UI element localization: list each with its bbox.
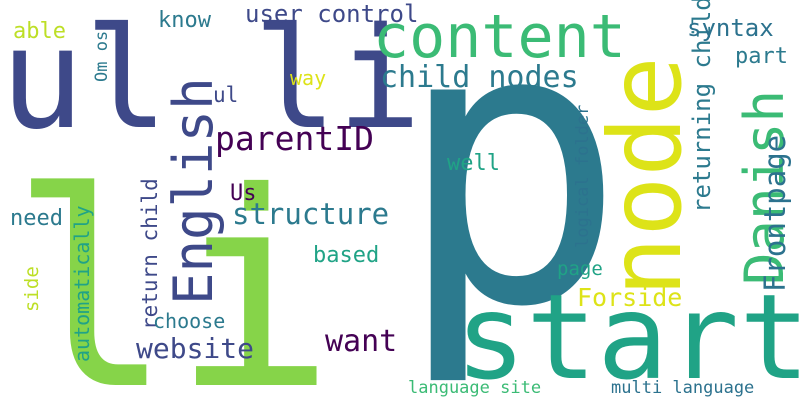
word-english: English <box>162 77 225 305</box>
word-parentid: parentID <box>215 119 374 158</box>
word-child-nodes: child nodes <box>380 60 579 95</box>
word-able: able <box>13 19 66 44</box>
word-page: page <box>557 258 603 280</box>
word-ul-li: ul li <box>0 0 421 161</box>
word-frontpage: Frontpage <box>758 135 792 292</box>
word-website: website <box>136 332 254 365</box>
word-li: li <box>10 134 335 400</box>
word-side: side <box>21 266 43 312</box>
word-return-child: return child <box>138 178 162 330</box>
word-returning-child: returning child <box>688 0 716 213</box>
word-forside: Forside <box>577 283 682 312</box>
word-based: based <box>313 243 379 268</box>
word-us: Us <box>230 181 257 206</box>
word-language-site: language site <box>408 378 541 398</box>
word-automatically: automatically <box>70 205 94 362</box>
word-start: start <box>455 268 800 400</box>
word-structure: structure <box>232 197 389 231</box>
word-want: want <box>325 324 397 359</box>
word-danish: Danish <box>733 90 796 285</box>
word-logical-folder: logical folder <box>573 105 593 248</box>
word-choose: choose <box>153 309 225 333</box>
word-multi-language: multi language <box>611 378 754 398</box>
word-way: way <box>290 66 326 90</box>
word-user-control: user control <box>245 0 418 28</box>
word-om-os: Om os <box>92 31 112 82</box>
word-part: part <box>735 44 788 69</box>
word-well: well <box>447 151 500 176</box>
word-p: p <box>395 0 627 391</box>
word-syntax: syntax <box>687 14 774 42</box>
word-node: node <box>587 56 704 297</box>
word-need: need <box>10 206 63 231</box>
word-content: content <box>373 2 626 72</box>
word-ul: ul <box>213 83 238 107</box>
word-know: know <box>158 8 212 33</box>
